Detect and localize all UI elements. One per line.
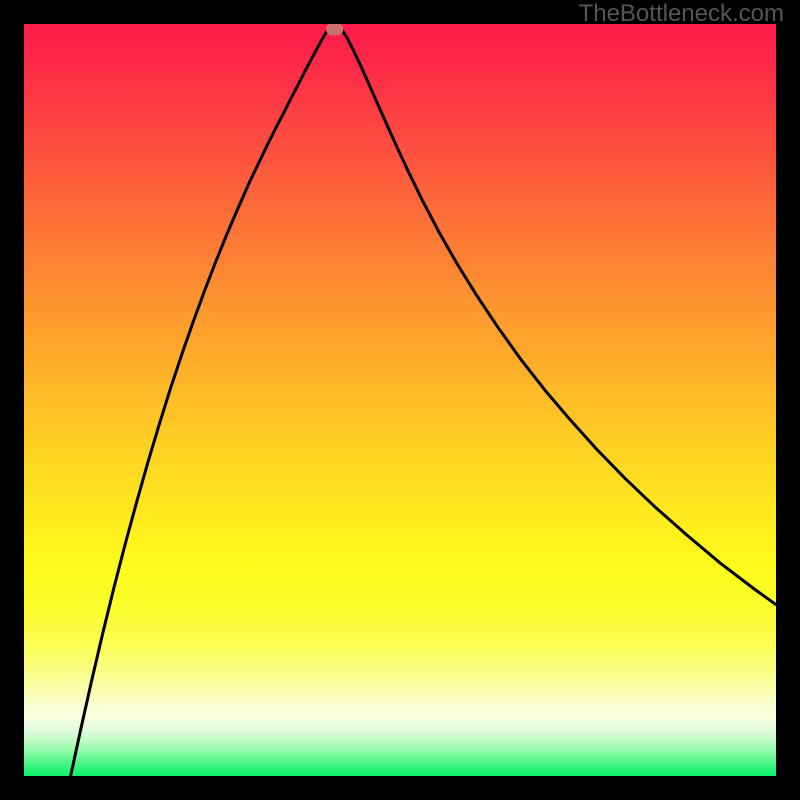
plot-area — [24, 24, 776, 776]
plot-svg — [24, 24, 776, 776]
plot-background — [24, 24, 776, 776]
min-marker — [326, 24, 343, 35]
watermark-text: TheBottleneck.com — [579, 0, 784, 28]
chart-frame: TheBottleneck.com — [0, 0, 800, 800]
